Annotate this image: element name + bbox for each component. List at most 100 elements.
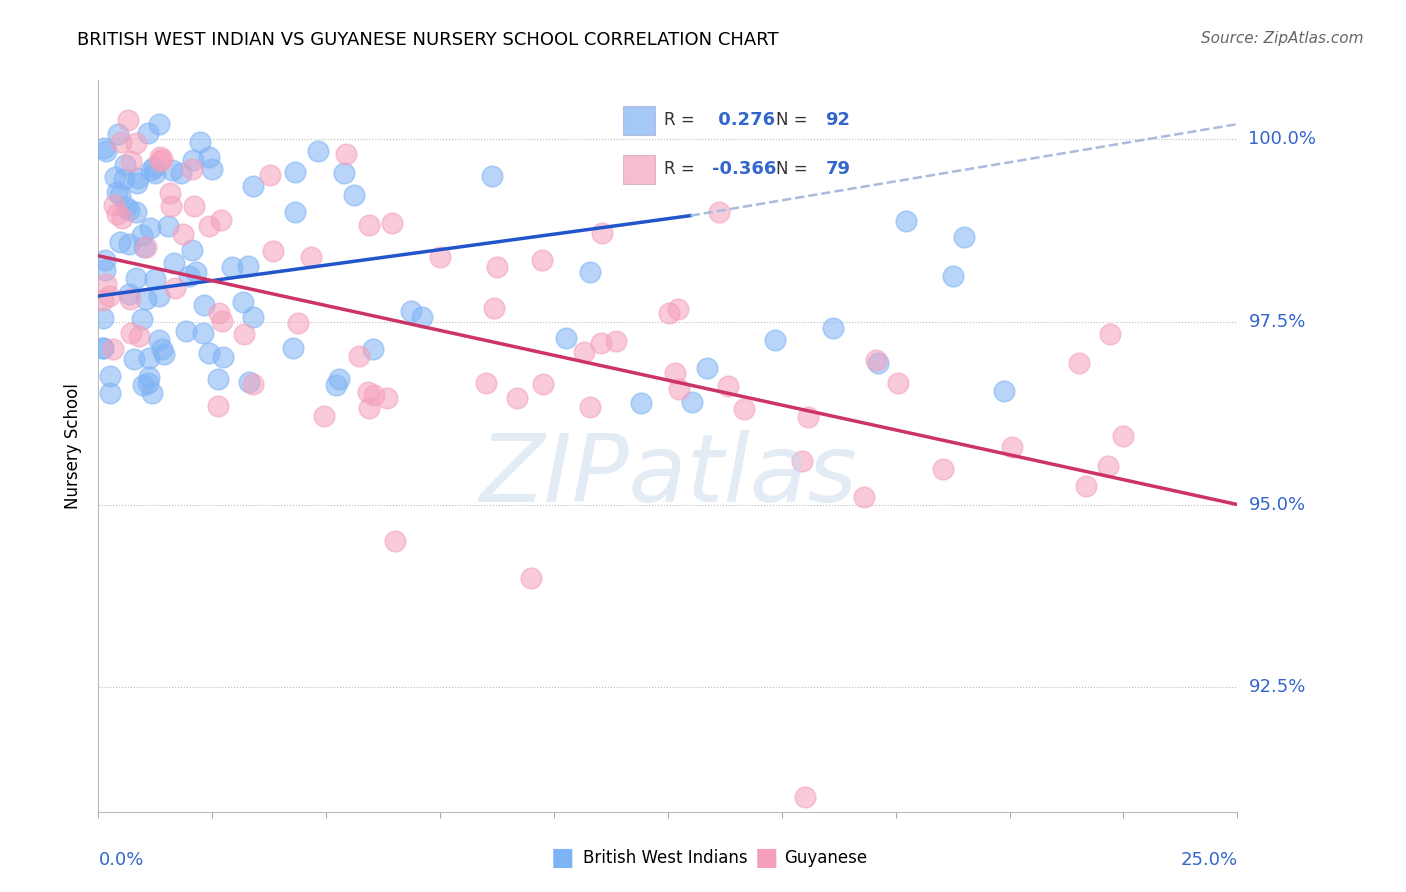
Point — [163, 255, 186, 269]
Text: R =: R = — [664, 111, 700, 128]
Text: British West Indians: British West Indians — [583, 849, 748, 867]
Point — [110, 135, 132, 149]
Point — [148, 333, 170, 347]
Point — [94, 277, 117, 291]
Point — [150, 342, 173, 356]
Point — [696, 361, 718, 376]
Point — [865, 352, 887, 367]
Point — [1098, 326, 1121, 341]
Point — [118, 292, 141, 306]
Point — [201, 161, 224, 176]
Point — [797, 410, 820, 425]
Point — [98, 289, 121, 303]
Point — [887, 376, 910, 390]
Point — [91, 293, 114, 307]
Point — [1076, 478, 1098, 492]
Point — [208, 306, 231, 320]
Point — [110, 235, 132, 249]
Point — [357, 401, 380, 415]
Text: 97.5%: 97.5% — [1249, 313, 1306, 331]
Point — [359, 218, 381, 232]
Point — [312, 409, 335, 423]
Point — [180, 243, 202, 257]
Point — [160, 163, 183, 178]
Point — [733, 401, 755, 416]
Point — [132, 378, 155, 392]
Point — [148, 117, 170, 131]
Point — [132, 240, 155, 254]
Point — [284, 165, 307, 179]
Point — [118, 287, 141, 301]
Point — [207, 372, 229, 386]
Point — [98, 368, 121, 383]
Point — [145, 272, 167, 286]
Point — [475, 376, 498, 390]
Point — [363, 388, 385, 402]
Point — [357, 385, 380, 400]
Point — [952, 230, 974, 244]
Point — [299, 250, 322, 264]
Point — [184, 265, 207, 279]
Point — [931, 461, 953, 475]
Point — [118, 202, 141, 217]
Point — [381, 215, 404, 229]
Point — [411, 310, 433, 324]
Point — [574, 345, 596, 359]
Point — [505, 391, 527, 405]
Point — [139, 221, 162, 235]
Point — [868, 356, 890, 370]
Point — [531, 376, 554, 391]
Point — [1111, 429, 1133, 443]
Point — [125, 271, 148, 285]
Point — [520, 571, 543, 585]
Point — [110, 211, 132, 225]
Text: N =: N = — [776, 160, 813, 178]
Point — [287, 316, 309, 330]
Point — [232, 295, 254, 310]
Text: BRITISH WEST INDIAN VS GUYANESE NURSERY SCHOOL CORRELATION CHART: BRITISH WEST INDIAN VS GUYANESE NURSERY … — [77, 31, 779, 49]
Point — [198, 346, 221, 360]
Point — [328, 371, 350, 385]
Point — [180, 161, 202, 176]
Point — [105, 186, 128, 200]
FancyBboxPatch shape — [623, 155, 655, 184]
Point — [101, 342, 124, 356]
Text: 95.0%: 95.0% — [1249, 496, 1306, 514]
Text: Guyanese: Guyanese — [785, 849, 868, 867]
Point — [361, 342, 384, 356]
Point — [485, 260, 508, 274]
Point — [664, 366, 686, 380]
Text: 92.5%: 92.5% — [1249, 679, 1306, 697]
Text: 100.0%: 100.0% — [1249, 130, 1316, 148]
Point — [160, 199, 183, 213]
Point — [108, 188, 131, 202]
Point — [207, 399, 229, 413]
Text: 79: 79 — [825, 160, 851, 178]
Text: ■: ■ — [551, 847, 574, 870]
Point — [198, 150, 221, 164]
Text: R =: R = — [664, 160, 700, 178]
Point — [232, 326, 254, 341]
Text: 25.0%: 25.0% — [1180, 851, 1237, 869]
Point — [666, 302, 689, 317]
Point — [894, 213, 917, 227]
Point — [763, 333, 786, 347]
FancyBboxPatch shape — [623, 106, 655, 135]
Point — [238, 376, 260, 390]
Point — [401, 304, 423, 318]
Point — [112, 172, 135, 186]
Point — [117, 112, 139, 127]
Point — [209, 212, 232, 227]
Point — [993, 384, 1015, 399]
Point — [120, 326, 142, 340]
Point — [114, 157, 136, 171]
Point — [170, 166, 193, 180]
Point — [131, 311, 153, 326]
Point — [284, 204, 307, 219]
Point — [325, 378, 347, 392]
Point — [242, 179, 264, 194]
Point — [792, 454, 814, 468]
Text: N =: N = — [776, 111, 813, 128]
Point — [668, 382, 690, 396]
Point — [1001, 440, 1024, 454]
